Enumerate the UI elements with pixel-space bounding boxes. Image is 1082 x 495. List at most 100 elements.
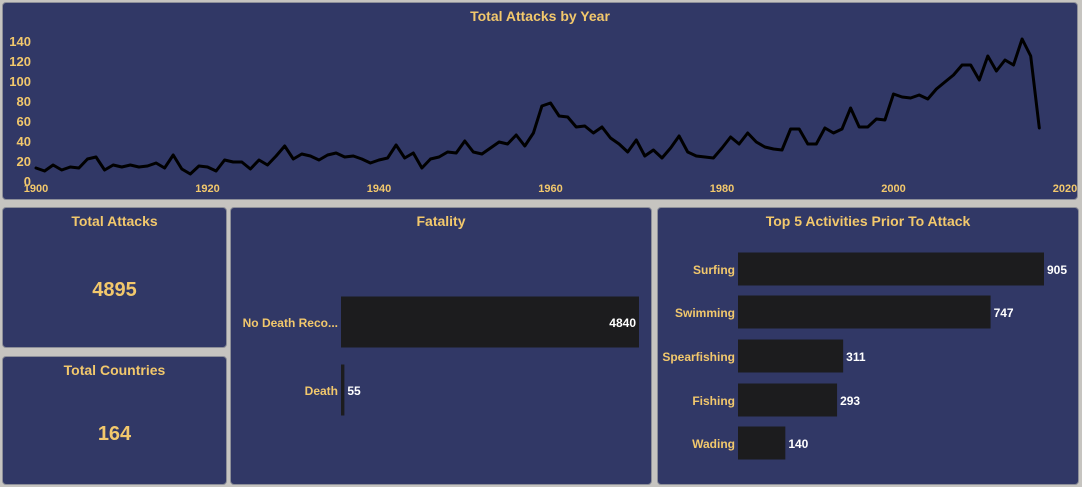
data-point: [326, 153, 329, 157]
total-attacks-value: 4895: [92, 279, 137, 301]
data-point: [592, 131, 595, 135]
data-point: [1003, 58, 1007, 62]
data-point: [643, 154, 647, 158]
data-point: [232, 160, 235, 164]
data-point: [523, 144, 526, 148]
total-attacks-label: Total Attacks: [71, 213, 158, 229]
y-tick-label: 0: [24, 174, 31, 189]
data-point: [352, 154, 355, 158]
x-tick-label: 2020: [1053, 183, 1077, 195]
data-label: 55: [347, 384, 361, 398]
data-point: [952, 73, 955, 77]
data-point: [660, 156, 664, 160]
data-point: [866, 125, 869, 129]
data-point: [858, 125, 861, 129]
total-countries-value: 164: [97, 423, 132, 445]
data-point: [369, 161, 372, 165]
x-tick-label: 2000: [881, 183, 905, 195]
data-point: [300, 152, 304, 156]
data-point: [918, 93, 921, 97]
data-point: [146, 164, 149, 168]
data-point: [34, 166, 38, 170]
data-point: [283, 144, 286, 148]
x-tick-label: 1960: [538, 183, 562, 195]
bar: [341, 296, 639, 348]
data-label: 293: [840, 394, 860, 408]
data-point: [815, 142, 818, 146]
data-point: [755, 140, 758, 144]
data-point: [806, 142, 809, 146]
attacks-by-year-title: Total Attacks by Year: [470, 8, 610, 24]
attacks-by-year-chart: 0 20 40 60 80 100 120 140 1900 1920 1940 1960 1980 20…: [9, 34, 1077, 195]
category-label: Fishing: [692, 394, 735, 408]
data-point: [506, 142, 509, 146]
data-point: [77, 166, 81, 170]
data-point: [111, 163, 115, 167]
y-tick-label: 20: [17, 154, 31, 169]
data-point: [214, 169, 218, 173]
data-point: [1012, 63, 1015, 67]
data-point: [840, 127, 844, 131]
data-point: [892, 92, 895, 96]
data-point: [969, 63, 972, 67]
data-point: [317, 158, 321, 162]
data-point: [797, 127, 801, 131]
y-tick-label: 100: [9, 74, 31, 89]
data-point: [343, 155, 346, 159]
data-point: [712, 156, 715, 160]
data-point: [206, 165, 209, 169]
data-label: 747: [994, 306, 1014, 320]
data-point: [223, 158, 226, 162]
y-tick-label: 120: [9, 54, 31, 69]
data-point: [437, 155, 441, 159]
data-point: [189, 172, 192, 176]
data-point: [309, 154, 312, 158]
data-point: [429, 157, 432, 161]
data-point: [789, 127, 792, 131]
data-point: [583, 124, 586, 128]
data-point: [515, 133, 518, 137]
y-tick-label: 60: [17, 114, 31, 129]
category-label: Swimming: [675, 306, 735, 320]
data-point: [652, 148, 655, 152]
data-point: [875, 117, 878, 121]
bar: [738, 383, 838, 417]
total-countries-label: Total Countries: [63, 362, 166, 378]
data-label: 311: [846, 350, 866, 364]
data-point: [1029, 54, 1032, 58]
data-point: [695, 154, 698, 158]
series-line: [34, 37, 1041, 176]
data-point: [635, 138, 638, 142]
x-tick-label: 1900: [24, 183, 48, 195]
data-point: [103, 168, 106, 172]
data-point: [86, 157, 89, 161]
fatality-title: Fatality: [416, 213, 466, 229]
bar: [738, 295, 991, 329]
data-point: [292, 157, 295, 161]
data-point: [729, 135, 732, 139]
data-point: [154, 161, 158, 165]
category-label: Surfing: [693, 263, 735, 277]
data-point: [69, 165, 72, 169]
data-point: [772, 147, 775, 151]
activities-title: Top 5 Activities Prior To Attack: [765, 213, 971, 229]
bar: [738, 339, 844, 373]
data-point: [172, 153, 175, 157]
category-label: Spearfishing: [662, 350, 735, 364]
data-point: [677, 134, 681, 138]
data-point: [737, 142, 741, 146]
data-point: [575, 125, 578, 129]
data-point: [849, 106, 852, 110]
data-point: [609, 136, 612, 140]
data-point: [257, 158, 261, 162]
data-point: [669, 146, 672, 150]
data-point: [978, 78, 981, 82]
data-point: [454, 151, 458, 155]
data-point: [197, 164, 201, 168]
data-point: [1038, 126, 1041, 130]
data-point: [463, 139, 466, 143]
data-point: [763, 145, 767, 149]
category-label: Death: [305, 384, 338, 398]
data-point: [720, 146, 724, 150]
data-point: [686, 150, 689, 154]
